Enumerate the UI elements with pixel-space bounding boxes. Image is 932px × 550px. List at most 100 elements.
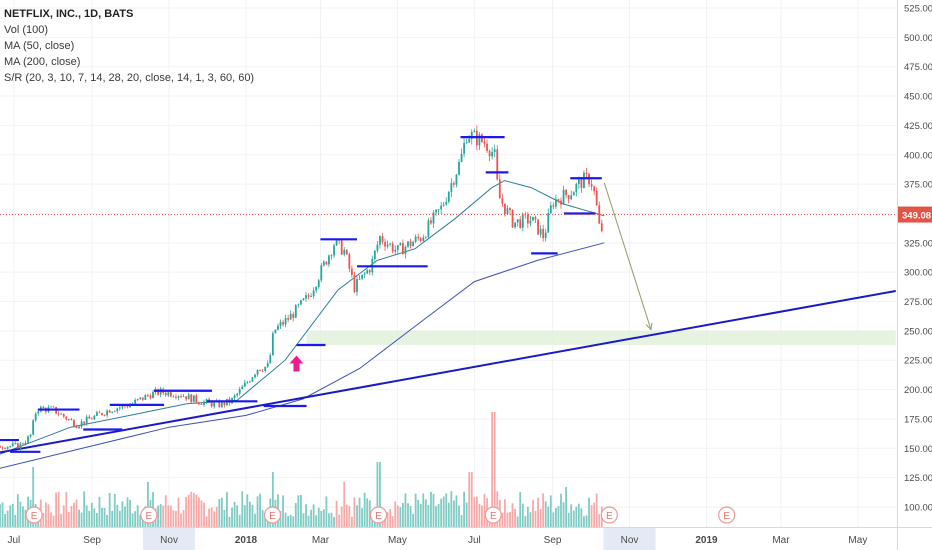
y-tick-label: 450.00: [904, 92, 932, 103]
volume-bar: [305, 504, 307, 527]
candle-body: [305, 295, 307, 299]
volume-bar: [412, 513, 414, 527]
candle-body: [450, 183, 453, 192]
volume-bar: [445, 493, 448, 527]
x-tick-label: May: [848, 535, 867, 546]
volume-bar: [302, 513, 305, 527]
volume-bar: [368, 500, 371, 527]
candle-body: [511, 210, 514, 228]
candle-body: [37, 411, 40, 414]
candle-body: [590, 184, 593, 187]
volume-bar: [399, 507, 402, 527]
candle-body: [470, 132, 473, 139]
y-tick-label: 525.00: [904, 4, 932, 15]
candle-body: [361, 274, 363, 279]
volume-bar: [534, 510, 537, 527]
volume-bar: [208, 508, 210, 527]
candle-body: [210, 401, 213, 407]
candle-body: [108, 410, 111, 413]
candle-body: [583, 172, 585, 189]
volume-bar: [317, 507, 320, 527]
candle-body: [182, 396, 185, 398]
volume-bar: [70, 506, 73, 527]
candle-body: [537, 219, 539, 235]
volume-bar: [124, 506, 126, 527]
volume-bar: [442, 496, 445, 527]
trendline: [0, 289, 896, 454]
candle-body: [317, 280, 320, 287]
candle-body: [315, 286, 318, 291]
candle-body: [14, 443, 17, 444]
candle-body: [85, 416, 88, 424]
volume-bar: [238, 514, 241, 527]
candle-body: [141, 397, 144, 400]
volume-bar: [478, 503, 481, 527]
y-tick-label: 275.00: [904, 297, 932, 308]
volume-bar: [547, 506, 550, 527]
volume-bar: [307, 515, 310, 527]
volume-bar: [351, 516, 353, 527]
candle-body: [251, 377, 254, 382]
candle-body: [504, 203, 506, 214]
candle-body: [52, 406, 55, 408]
volume-bar: [417, 499, 420, 527]
volume-bar: [542, 493, 545, 527]
candle-body: [570, 195, 573, 200]
volume-bar: [187, 494, 190, 527]
candle-body: [562, 189, 565, 205]
y-tick-label: 475.00: [904, 62, 932, 73]
volume-bar: [532, 499, 534, 527]
legend-ma200: MA (200, close): [4, 56, 81, 68]
candle-body: [187, 394, 190, 400]
volume-bar: [422, 493, 425, 527]
volume-bar: [537, 497, 539, 527]
volume-bar: [192, 492, 195, 527]
volume-bar: [65, 492, 68, 527]
volume-bar: [572, 510, 575, 527]
volume-bar: [557, 506, 560, 527]
candle-body: [348, 254, 351, 269]
candle-body: [205, 399, 208, 402]
candle-body: [241, 386, 244, 390]
candle-body: [351, 268, 353, 275]
earnings-marker: [369, 506, 388, 524]
volume-bar: [284, 512, 287, 527]
volume-bar: [233, 501, 236, 527]
candle-body: [185, 396, 188, 400]
candle-body: [93, 415, 96, 420]
candle-body: [542, 228, 545, 239]
candle-body: [261, 370, 264, 372]
candle-body: [412, 241, 414, 247]
candle-body: [277, 325, 279, 330]
candle-body: [223, 401, 226, 406]
volume-bar: [333, 516, 335, 527]
candle-body: [134, 399, 137, 404]
volume-bar: [460, 515, 463, 527]
candle-body: [4, 448, 6, 450]
volume-bar: [16, 494, 19, 527]
candle-body: [83, 421, 86, 424]
volume-bar: [562, 502, 565, 527]
volume-bar: [126, 497, 129, 527]
candle-body: [572, 192, 575, 196]
candle-body: [96, 412, 98, 416]
candle-body: [147, 394, 149, 396]
volume-bar: [101, 507, 103, 527]
candle-body: [9, 445, 12, 447]
volume-bar: [159, 504, 162, 527]
candle-body: [460, 153, 463, 162]
volume-bar: [353, 497, 356, 527]
candle-body: [376, 244, 379, 251]
volume-bar: [384, 515, 386, 527]
volume-bar: [565, 487, 567, 527]
volume-bar: [391, 516, 394, 527]
volume-bar: [475, 496, 478, 527]
candle-body: [103, 415, 106, 416]
candle-body: [169, 392, 172, 397]
candle-body: [389, 243, 392, 245]
volume-bar: [289, 514, 292, 527]
candle-body: [1, 447, 4, 449]
x-tick-label: Jul: [468, 535, 481, 546]
volume-bar: [203, 502, 205, 527]
